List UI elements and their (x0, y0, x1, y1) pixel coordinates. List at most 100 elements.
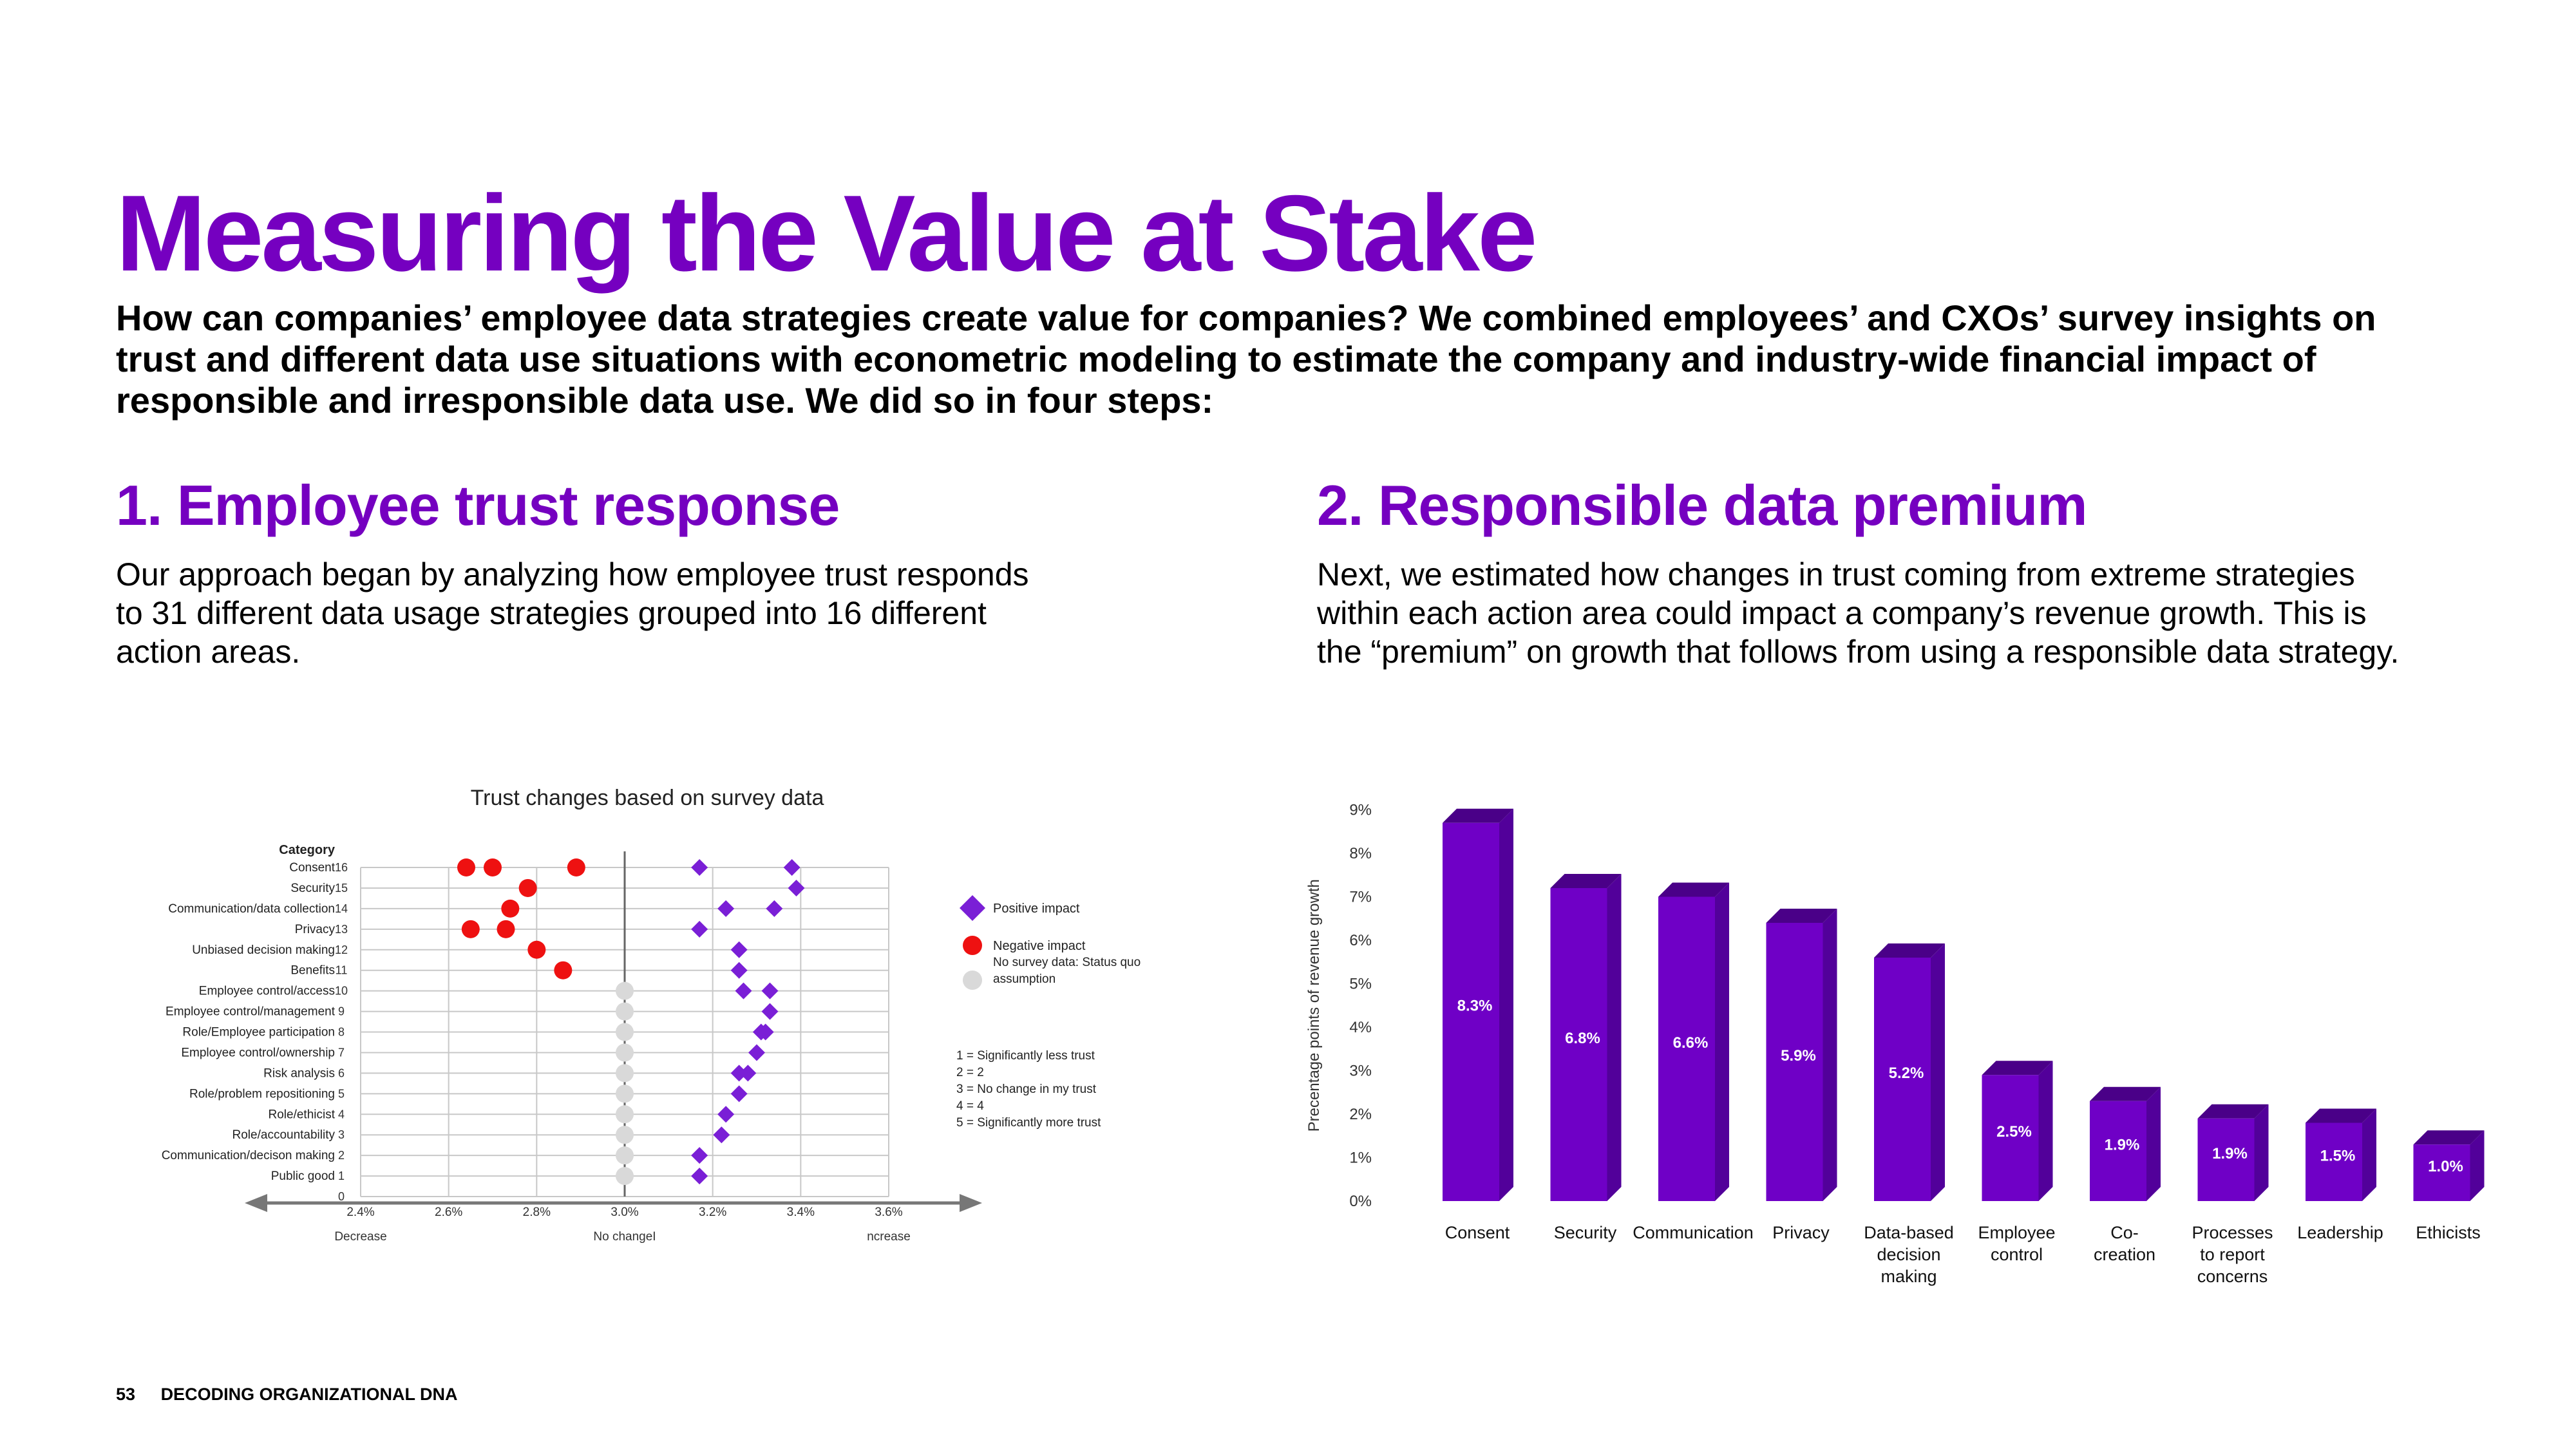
bar-category-label: Privacy (1772, 1223, 1830, 1242)
scale-note: 2 = 2 (956, 1066, 984, 1079)
bar-value-label: 5.2% (1889, 1065, 1924, 1082)
positive-impact-point (735, 982, 752, 999)
negative-impact-point (518, 878, 537, 897)
scatter-x-tick: 3.2% (699, 1206, 726, 1219)
footer-label: DECODING ORGANIZATIONAL DNA (160, 1385, 458, 1404)
scatter-y-tick: 8 (338, 1026, 345, 1039)
bar-y-axis-label: Precentage points of revenue growth (1307, 879, 1323, 1132)
positive-impact-point (691, 1168, 708, 1185)
scatter-title: Trust changes based on survey data (471, 786, 824, 810)
bar-value-label: 6.6% (1673, 1034, 1709, 1052)
scatter-y-tick: 6 (338, 1066, 345, 1079)
negative-impact-point (484, 858, 502, 876)
scatter-category-label: Communication/decison making (162, 1149, 335, 1162)
positive-impact-point (717, 1106, 735, 1123)
section2-body: Next, we estimated how changes in trust … (1317, 556, 2400, 670)
positive-impact-point (739, 1065, 757, 1082)
bar-y-tick: 0% (1349, 1193, 1372, 1210)
scatter-x-tick: 3.0% (611, 1206, 638, 1219)
scale-note: 4 = 4 (956, 1099, 984, 1113)
scatter-center-label: No changeI (593, 1230, 656, 1244)
scatter-y-tick: 4 (338, 1108, 345, 1121)
legend-negative-label: Negative impact (993, 939, 1086, 953)
bar-side-face (1715, 882, 1729, 1201)
scatter-decrease-label: Decrease (334, 1230, 386, 1244)
positive-impact-point (730, 941, 748, 958)
negative-impact-point (457, 858, 475, 876)
scatter-y-tick: 7 (338, 1046, 345, 1059)
section2-title: 2. Responsible data premium (1317, 473, 2088, 537)
scatter-arrow-left (245, 1194, 267, 1212)
scatter-category-label: Role/problem repositioning (189, 1087, 335, 1101)
bar-category-label: Communication (1633, 1223, 1754, 1242)
bar-y-tick: 2% (1349, 1106, 1372, 1123)
scatter-category-label: Employee control/ownership (181, 1046, 335, 1059)
scatter-category-label: Security (290, 882, 335, 895)
scatter-category-label: Unbiased decision making (192, 943, 335, 957)
scatter-y-tick: 9 (338, 1005, 345, 1018)
status-quo-point (616, 1064, 634, 1083)
positive-impact-point (717, 900, 735, 917)
bar-top-face (2306, 1108, 2376, 1123)
positive-impact-point (783, 859, 800, 876)
bar-y-tick: 5% (1349, 976, 1372, 993)
scatter-y-tick: 15 (335, 882, 348, 895)
bar-top-face (1443, 808, 1513, 823)
scatter-x-tick: 3.6% (875, 1206, 902, 1219)
scatter-y-tick: 14 (335, 902, 348, 915)
page-title: Measuring the Value at Stake (116, 173, 1537, 294)
scatter-y-tick: 12 (335, 943, 348, 956)
positive-impact-point (788, 879, 805, 896)
bar (1766, 923, 1823, 1201)
bar-value-label: 1.5% (2320, 1147, 2356, 1164)
legend-positive-marker (960, 895, 985, 921)
positive-impact-point (730, 1065, 748, 1082)
bar-value-label: 8.3% (1457, 997, 1493, 1014)
status-quo-point (616, 1167, 634, 1186)
bar-y-tick: 3% (1349, 1063, 1372, 1080)
positive-impact-point (691, 1147, 708, 1164)
bar (2306, 1122, 2362, 1201)
status-quo-point (616, 1084, 634, 1103)
bar-side-face (2470, 1130, 2485, 1201)
bar-top-face (2197, 1104, 2269, 1119)
bar-value-label: 1.9% (2105, 1136, 2140, 1153)
scatter-category-label: Employee control/access (199, 985, 335, 998)
trust-scatter-chart: Trust changes based on survey data Categ… (162, 786, 1141, 1244)
status-quo-point (616, 1043, 634, 1062)
negative-impact-point (554, 961, 573, 980)
positive-impact-point (730, 1085, 748, 1103)
scatter-category-header: Category (279, 843, 336, 857)
bar-top-face (1874, 943, 1945, 958)
positive-impact-point (761, 982, 779, 999)
scatter-x-tick: 2.8% (523, 1206, 551, 1219)
bar-y-tick: 8% (1349, 845, 1372, 862)
bar-value-label: 6.8% (1565, 1030, 1600, 1047)
scatter-y-tick: 2 (338, 1149, 345, 1162)
bar-category-label: Security (1554, 1223, 1617, 1242)
bar (1874, 958, 1931, 1201)
positive-impact-point (730, 961, 748, 979)
bar-side-face (1823, 909, 1837, 1201)
bar-top-face (1766, 909, 1837, 923)
positive-impact-point (691, 859, 708, 876)
bar-side-face (2146, 1086, 2161, 1201)
legend-status-quo-marker (963, 971, 982, 990)
bar-value-label: 1.0% (2428, 1158, 2463, 1175)
bar-top-face (1982, 1061, 2053, 1075)
legend-positive-label: Positive impact (993, 902, 1080, 916)
bar-category-label: Data-based decision making (1864, 1223, 1954, 1286)
scatter-x-tick: 2.6% (435, 1206, 462, 1219)
bar-category-label: Processes to report concerns (2192, 1223, 2273, 1286)
scatter-category-label: Employee control/management (166, 1005, 336, 1019)
scatter-category-label: Role/ethicist (269, 1108, 336, 1121)
scatter-arrow-right (960, 1194, 982, 1212)
bar-y-tick: 6% (1349, 932, 1372, 949)
legend-status-quo-label: No survey data: Status quo assumption (993, 956, 1141, 986)
negative-impact-point (461, 920, 480, 938)
intro-paragraph: How can companies’ employee data strateg… (116, 298, 2376, 421)
status-quo-point (616, 1126, 634, 1144)
positive-impact-point (748, 1044, 765, 1061)
bar-value-label: 5.9% (1781, 1047, 1816, 1065)
scatter-y-tick: 0 (338, 1190, 345, 1203)
